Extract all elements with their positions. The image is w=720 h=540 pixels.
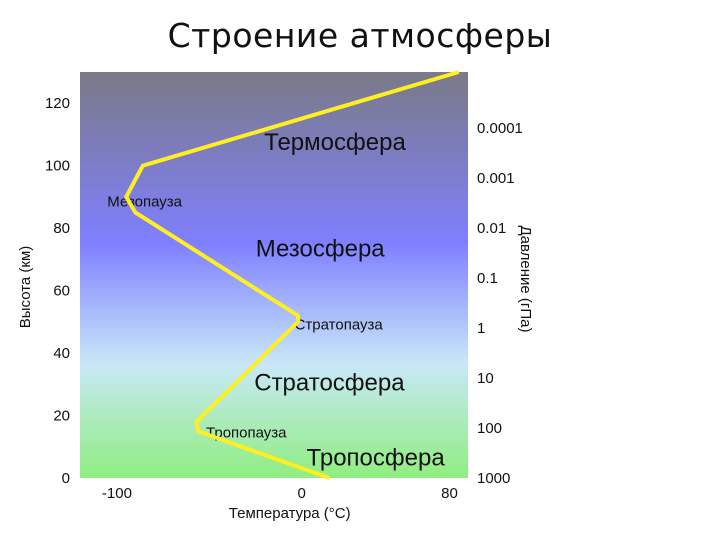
pressure-tick-label: 10: [477, 370, 494, 387]
x-tick-label: -100: [102, 485, 132, 502]
pressure-axis-ticks: 1000 100 10 1 0.1 0.01 0.001 0.0001: [477, 120, 523, 487]
y-tick-label: 20: [53, 408, 70, 425]
layer-label: Стратопауза: [295, 317, 384, 334]
layer-labels: Термосфера Мезопауза Мезосфера Стратопауза С…: [107, 129, 445, 471]
layer-label: Тропосфера: [307, 445, 446, 472]
x-tick-label: 80: [441, 485, 458, 502]
y-tick-label: 120: [45, 95, 70, 112]
y-tick-label: 80: [53, 220, 70, 237]
x-axis-title: Температура (°C): [229, 505, 351, 522]
pressure-tick-label: 0.0001: [477, 120, 523, 137]
plot-background: [80, 72, 468, 478]
pressure-axis-title: Давление (гПа): [517, 226, 534, 333]
pressure-tick-label: 0.01: [477, 220, 506, 237]
y-tick-label: 40: [53, 345, 70, 362]
pressure-tick-label: 1000: [477, 470, 510, 487]
layer-label: Мезосфера: [256, 235, 386, 262]
slide-title: Строение атмосферы: [167, 16, 553, 55]
layer-label: Термосфера: [264, 129, 406, 156]
layer-label: Мезопауза: [107, 193, 182, 210]
pressure-tick-label: 1: [477, 320, 485, 337]
pressure-tick-label: 0.1: [477, 270, 498, 287]
layer-label: Стратосфера: [254, 370, 405, 397]
y-tick-label: 0: [62, 470, 70, 487]
x-axis-ticks: -100 0 80: [102, 485, 458, 502]
y-axis-title: Высота (км): [17, 246, 34, 329]
temperature-profile-line: [124, 70, 460, 480]
y-tick-label: 100: [45, 158, 70, 175]
x-tick-label: 0: [298, 485, 306, 502]
y-axis-ticks: 0 20 40 60 80 100 120: [45, 95, 70, 487]
y-tick-label: 60: [53, 283, 70, 300]
pressure-tick-label: 0.001: [477, 170, 515, 187]
pressure-tick-label: 100: [477, 420, 502, 437]
layer-label: Тропопауза: [206, 424, 287, 441]
